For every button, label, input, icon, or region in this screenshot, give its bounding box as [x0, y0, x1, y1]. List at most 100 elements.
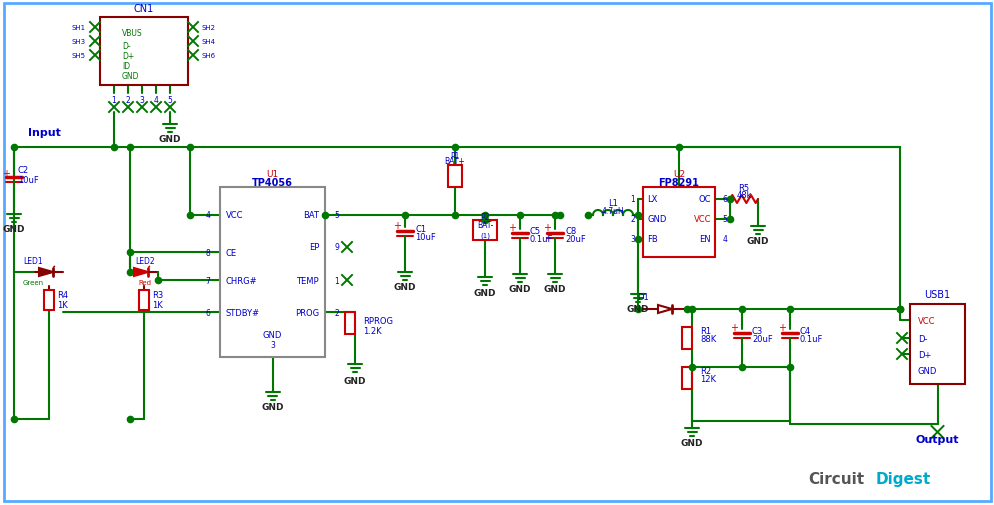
Text: +: + — [777, 322, 785, 332]
Text: USB1: USB1 — [923, 289, 949, 299]
Text: D-: D- — [917, 334, 926, 343]
Text: 4.7uH: 4.7uH — [601, 207, 624, 216]
Text: Green: Green — [23, 279, 44, 285]
Text: R2: R2 — [700, 367, 711, 376]
Text: RPROG: RPROG — [363, 316, 393, 325]
Text: 4: 4 — [722, 235, 727, 244]
Text: 2: 2 — [334, 308, 339, 317]
Text: GND: GND — [508, 285, 531, 294]
Text: CN1: CN1 — [134, 4, 154, 14]
Text: FB: FB — [646, 235, 657, 244]
Text: U2: U2 — [672, 169, 685, 178]
Text: VCC: VCC — [917, 316, 934, 325]
Text: D+: D+ — [917, 350, 930, 359]
Polygon shape — [134, 269, 148, 276]
Text: C2: C2 — [18, 165, 29, 174]
Text: 0.1uF: 0.1uF — [530, 235, 553, 244]
Text: GND: GND — [917, 366, 936, 375]
Bar — [681, 367, 691, 389]
Text: 1K: 1K — [57, 300, 68, 309]
Text: 20uF: 20uF — [751, 335, 772, 344]
Text: +: + — [730, 322, 738, 332]
Text: 48k: 48k — [736, 191, 751, 200]
Text: GND: GND — [159, 134, 181, 143]
Text: GND: GND — [122, 71, 139, 80]
Polygon shape — [39, 269, 53, 276]
Text: GND: GND — [343, 376, 366, 385]
Text: 4: 4 — [153, 95, 158, 105]
Bar — [681, 327, 691, 349]
Text: 1K: 1K — [152, 300, 163, 309]
Text: 2: 2 — [125, 95, 130, 105]
Text: R3: R3 — [152, 291, 163, 300]
Text: C3: C3 — [751, 327, 762, 336]
Text: 3: 3 — [269, 341, 274, 350]
Text: Digest: Digest — [875, 472, 930, 486]
Text: GND: GND — [394, 283, 415, 292]
Text: C4: C4 — [799, 327, 810, 336]
Text: SH4: SH4 — [202, 39, 216, 45]
Text: PROG: PROG — [294, 308, 319, 317]
Text: TP4056: TP4056 — [251, 178, 292, 188]
Text: 5: 5 — [334, 211, 339, 220]
Text: GND: GND — [262, 331, 282, 340]
Text: 4: 4 — [206, 211, 210, 220]
Text: 6: 6 — [722, 195, 727, 204]
Text: GND: GND — [746, 237, 768, 246]
Text: 88K: 88K — [700, 335, 716, 344]
Text: LX: LX — [646, 195, 657, 204]
Text: GND: GND — [680, 439, 703, 447]
Text: Circuit: Circuit — [807, 472, 863, 486]
Text: C8: C8 — [565, 227, 576, 236]
Text: GND: GND — [261, 402, 283, 412]
Bar — [345, 313, 355, 334]
Text: STDBY#: STDBY# — [226, 308, 259, 317]
Text: 1.2K: 1.2K — [363, 326, 382, 335]
Text: U1: U1 — [266, 169, 278, 178]
Text: SH5: SH5 — [72, 53, 85, 59]
Text: CHRG#: CHRG# — [226, 276, 257, 285]
Text: P2: P2 — [480, 213, 489, 222]
Text: VBUS: VBUS — [122, 28, 142, 37]
Text: 7: 7 — [206, 276, 210, 285]
Text: ID: ID — [122, 62, 130, 70]
Text: +: + — [508, 223, 516, 232]
Bar — [642, 188, 715, 258]
Text: 10uF: 10uF — [414, 233, 435, 242]
Text: 5: 5 — [722, 215, 727, 224]
Text: 12K: 12K — [700, 375, 716, 384]
Text: 0.1uF: 0.1uF — [799, 335, 823, 344]
Text: D-: D- — [122, 41, 130, 51]
Text: P1: P1 — [450, 151, 459, 160]
Text: LED1: LED1 — [23, 256, 43, 265]
Text: Red: Red — [138, 279, 151, 285]
Text: 20uF: 20uF — [565, 235, 585, 244]
Text: VCC: VCC — [226, 211, 244, 220]
Text: GND: GND — [543, 285, 566, 294]
Text: +: + — [543, 223, 551, 232]
Text: +: + — [2, 169, 10, 179]
Text: +: + — [393, 221, 401, 231]
Text: FP8291: FP8291 — [658, 178, 699, 188]
Text: 2: 2 — [630, 215, 635, 224]
Text: GND: GND — [646, 215, 666, 224]
Text: 9: 9 — [334, 243, 339, 252]
Text: Output: Output — [914, 434, 958, 444]
Text: 1: 1 — [334, 276, 339, 285]
Text: R5: R5 — [738, 183, 748, 192]
Text: 6: 6 — [206, 308, 210, 317]
Text: EN: EN — [699, 235, 711, 244]
Text: 5: 5 — [167, 95, 172, 105]
Text: GND: GND — [626, 305, 649, 314]
Text: LED2: LED2 — [135, 256, 155, 265]
Text: L1: L1 — [607, 199, 617, 208]
Text: 3: 3 — [139, 95, 144, 105]
Text: SH1: SH1 — [72, 25, 85, 31]
Text: 1: 1 — [111, 95, 116, 105]
Bar — [139, 290, 149, 311]
Text: R4: R4 — [57, 291, 68, 300]
Text: BAT-: BAT- — [476, 221, 493, 230]
Text: SH3: SH3 — [72, 39, 85, 45]
Text: C5: C5 — [530, 227, 541, 236]
Text: 10uF: 10uF — [18, 175, 39, 184]
